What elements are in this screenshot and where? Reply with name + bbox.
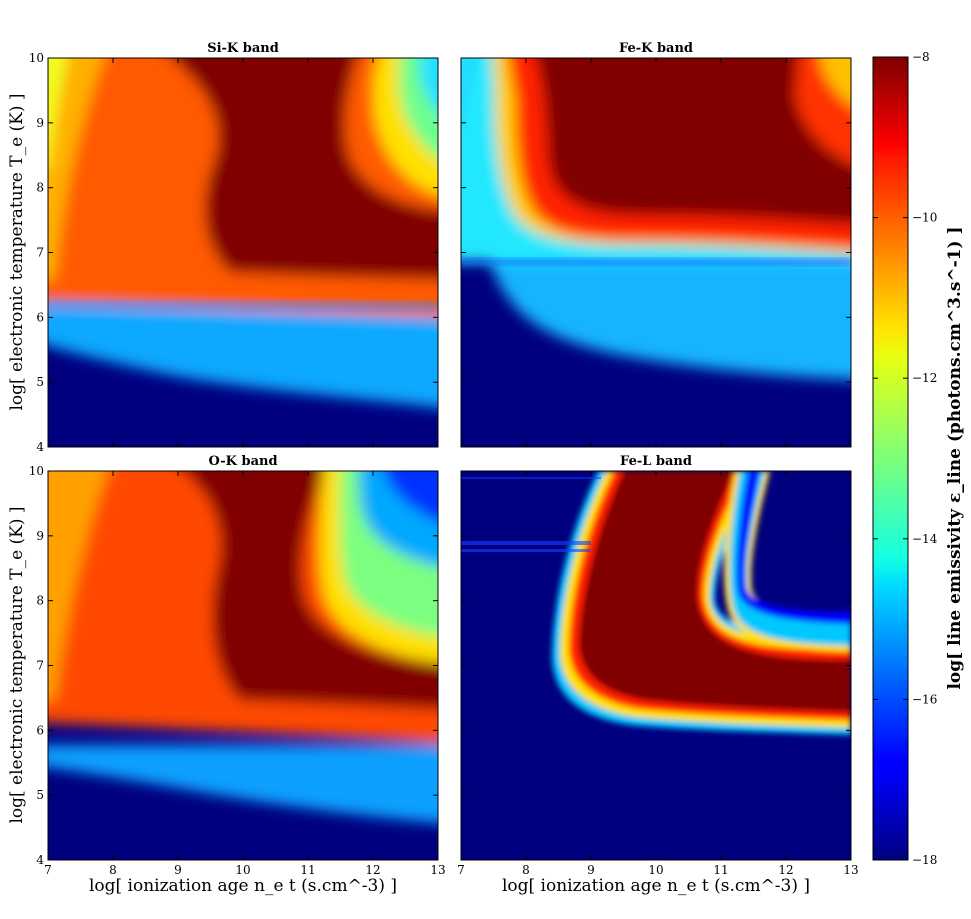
y-tick-label: 6 [36,723,44,737]
panel-o-k: O-K band [47,454,439,861]
x-tick-label: 13 [843,863,858,877]
y-tick-label: 5 [36,788,44,802]
y-axis-label-bottom: log[ electronic temperature T_e (K) ] [7,506,27,823]
y-tick-label: 4 [36,853,44,867]
x-tick-label: 7 [457,863,465,877]
x-axis-label-left: log[ ionization age n_e t (s.cm^-3) ] [89,876,397,896]
colorbar-tick-label: −16 [912,692,937,706]
colorbar-gradient [872,56,909,861]
y-tick-label: 8 [36,181,44,195]
panel-title: Si-K band [207,41,279,56]
colorbar-tick-label: −10 [912,211,937,225]
heatmap-si-k [48,58,438,447]
panel-title: O-K band [208,454,277,469]
x-tick-label: 11 [300,863,315,877]
x-axis-label-right: log[ ionization age n_e t (s.cm^-3) ] [502,876,810,896]
heatmap-fe-l [461,471,851,860]
panel-fe-k: Fe-K band [460,41,852,448]
x-tick-label: 8 [522,863,530,877]
heatmap-fe-k [461,58,851,447]
y-tick-label: 4 [36,440,44,454]
y-tick-label: 9 [36,529,44,543]
colorbar-label: log[ line emissivity ε_line (photons.cm^… [945,226,965,689]
panel-title: Fe-K band [619,41,693,56]
y-tick-label: 9 [36,116,44,130]
y-tick-label: 5 [36,375,44,389]
x-tick-label: 11 [713,863,728,877]
panel-si-k: Si-K band [47,41,439,448]
panel-title: Fe-L band [620,454,692,469]
y-tick-label: 8 [36,594,44,608]
panel-fe-l: Fe-L band [460,454,852,861]
x-tick-label: 8 [109,863,117,877]
x-tick-label: 10 [235,863,250,877]
heatmap-o-k [48,471,438,860]
y-tick-label: 7 [36,246,44,260]
x-tick-label: 12 [778,863,793,877]
x-tick-label: 9 [174,863,182,877]
x-tick-label: 13 [430,863,445,877]
x-tick-label: 9 [587,863,595,877]
colorbar-tick-label: −12 [912,371,937,385]
x-tick-label: 12 [365,863,380,877]
y-tick-label: 10 [29,464,44,478]
x-tick-label: 10 [648,863,663,877]
x-tick-label: 7 [44,863,52,877]
y-tick-label: 7 [36,659,44,673]
colorbar-tick-label: −8 [912,50,930,64]
colorbar: −8 −10 −12 −14 −16 −18 log[ line emissivity ε… [872,50,965,867]
y-axis-label-top: log[ electronic temperature T_e (K) ] [7,93,27,410]
y-tick-label: 6 [36,310,44,324]
colorbar-ticks: −8 −10 −12 −14 −16 −18 [873,50,938,867]
colorbar-tick-label: −18 [912,853,937,867]
colorbar-tick-label: −14 [912,532,938,546]
y-tick-label: 10 [29,51,44,65]
axis-ticks: 4 5 6 7 8 9 10 7 8 9 10 11 12 13 4 5 6 7 8 9 10 7 8 9 10 11 12 13 [29,51,859,877]
